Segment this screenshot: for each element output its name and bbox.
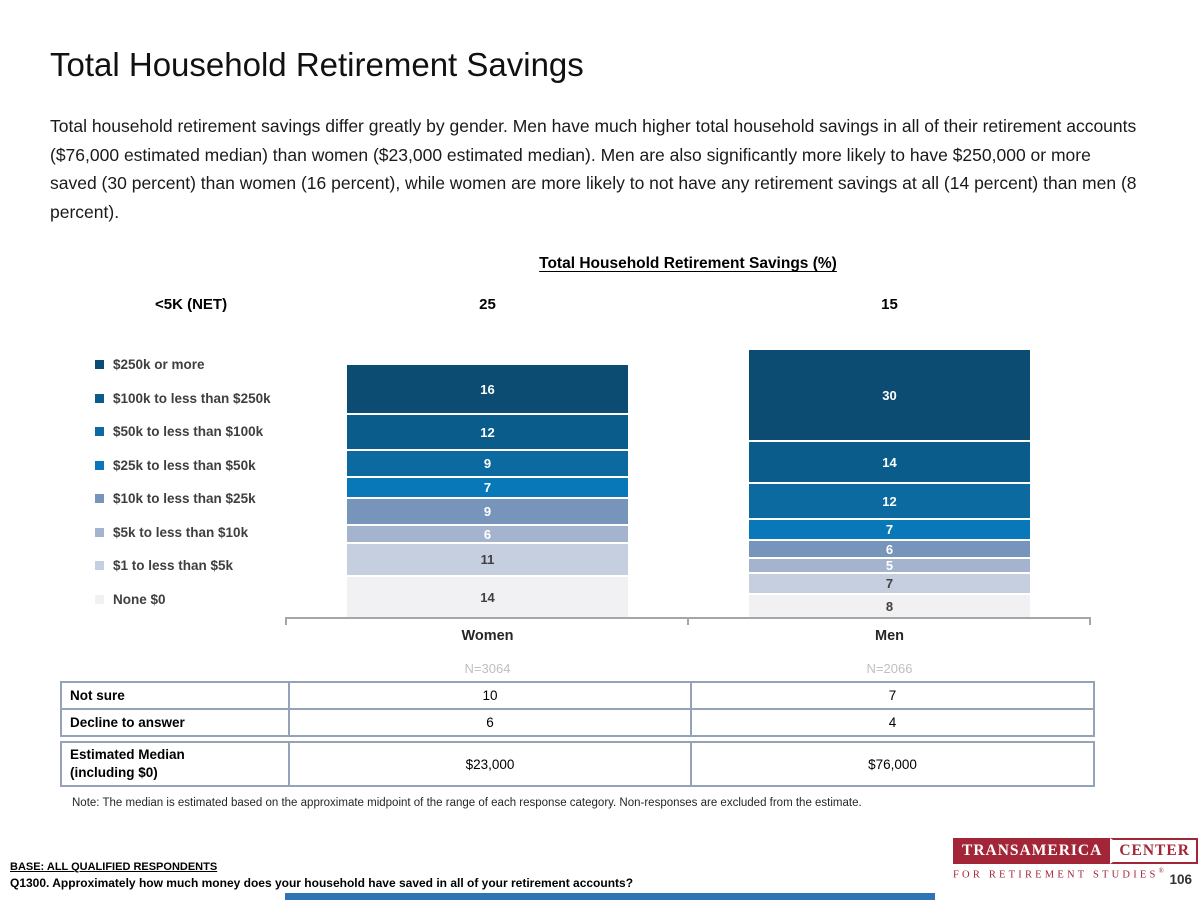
- table-row: Estimated Median (including $0) $23,000 …: [60, 741, 1095, 787]
- axis-tick-middle: [687, 617, 689, 625]
- median-label-line2: (including $0): [70, 765, 158, 780]
- legend-label: $250k or more: [113, 357, 205, 373]
- bar-segment: 7: [749, 518, 1030, 539]
- logo-subtitle: FOR RETIREMENT STUDIES®: [953, 867, 1168, 881]
- legend-swatch-icon: [95, 494, 104, 504]
- net-value-men: 15: [881, 296, 898, 313]
- bar-women: 16 12 9 7 9 6 11 14: [347, 365, 628, 617]
- page-title: Total Household Retirement Savings: [50, 46, 584, 83]
- legend-swatch-icon: [95, 561, 104, 571]
- bar-segment: 6: [749, 539, 1030, 557]
- bar-segment: 5: [749, 557, 1030, 572]
- row-value-men: 4: [690, 708, 1095, 737]
- bar-segment: 16: [347, 365, 628, 413]
- logo-center-box: CENTER: [1110, 838, 1198, 864]
- legend-item: $10k to less than $25k: [95, 482, 271, 516]
- footnote: Note: The median is estimated based on t…: [72, 797, 862, 809]
- row-label: Decline to answer: [60, 708, 290, 737]
- bar-segment: 7: [347, 476, 628, 497]
- bar-segment: 7: [749, 572, 1030, 593]
- legend-swatch-icon: [95, 527, 104, 537]
- median-row-label: Estimated Median (including $0): [60, 741, 290, 787]
- legend-label: $25k to less than $50k: [113, 457, 256, 473]
- sample-size-men: N=2066: [866, 661, 913, 676]
- row-value-men: 7: [690, 681, 1095, 710]
- legend-label: $1 to less than $5k: [113, 558, 234, 574]
- sample-size-women: N=3064: [464, 661, 511, 676]
- axis-tick-right: [1089, 617, 1091, 625]
- legend-item: $100k to less than $250k: [95, 382, 271, 416]
- logo-subtitle-text: FOR RETIREMENT STUDIES: [953, 869, 1159, 881]
- bar-segment: 30: [749, 350, 1030, 440]
- chart-legend: $250k or more $100k to less than $250k $50…: [95, 348, 271, 616]
- legend-label: $100k to less than $250k: [113, 390, 271, 406]
- bar-men: 30 14 12 7 6 5 7 8: [749, 350, 1030, 617]
- net-value-women: 25: [479, 296, 496, 313]
- page-number: 106: [1169, 872, 1192, 887]
- legend-label: $50k to less than $100k: [113, 424, 264, 440]
- legend-item: $250k or more: [95, 348, 271, 382]
- legend-label: $5k to less than $10k: [113, 524, 249, 540]
- bar-segment: 9: [347, 449, 628, 476]
- row-label: Not sure: [60, 681, 290, 710]
- row-value-women: 10: [288, 681, 692, 710]
- estimated-median-table: Estimated Median (including $0) $23,000 …: [60, 741, 1095, 787]
- legend-swatch-icon: [95, 360, 104, 370]
- median-value-women: $23,000: [288, 741, 692, 787]
- bar-segment: 9: [347, 497, 628, 524]
- legend-swatch-icon: [95, 460, 104, 470]
- axis-tick-left: [285, 617, 287, 625]
- legend-swatch-icon: [95, 594, 104, 604]
- median-value-men: $76,000: [690, 741, 1095, 787]
- bar-segment: 11: [347, 542, 628, 575]
- base-text: BASE: ALL QUALIFIED RESPONDENTS: [10, 861, 218, 873]
- bar-segment: 12: [749, 482, 1030, 518]
- category-label-women: Women: [461, 628, 514, 644]
- row-value-women: 6: [288, 708, 692, 737]
- legend-item: $5k to less than $10k: [95, 516, 271, 550]
- intro-paragraph: Total household retirement savings diffe…: [50, 116, 1137, 222]
- chart-title: Total Household Retirement Savings (%): [539, 255, 837, 272]
- bar-segment: 14: [749, 440, 1030, 482]
- legend-label: None $0: [113, 591, 166, 607]
- bottom-accent-bar: [285, 893, 935, 900]
- category-label-men: Men: [875, 628, 904, 644]
- logo-transamerica-box: TRANSAMERICA: [953, 838, 1111, 864]
- bar-segment: 8: [749, 593, 1030, 617]
- legend-swatch-icon: [95, 427, 104, 437]
- nonresponse-table-body: Not sure 10 7 Decline to answer 6 4: [60, 681, 1095, 737]
- nonresponse-table: Not sure 10 7 Decline to answer 6 4: [60, 681, 1095, 737]
- legend-swatch-icon: [95, 393, 104, 403]
- bar-segment: 12: [347, 413, 628, 449]
- bar-segment: 6: [347, 524, 628, 542]
- table-row: Not sure 10 7: [60, 681, 1095, 710]
- legend-item: $25k to less than $50k: [95, 449, 271, 483]
- question-text: Q1300. Approximately how much money does…: [10, 876, 634, 890]
- median-label-line1: Estimated Median: [70, 747, 185, 762]
- legend-item: None $0: [95, 583, 271, 617]
- table-row: Decline to answer 6 4: [60, 708, 1095, 737]
- bar-segment: 14: [347, 575, 628, 617]
- legend-item: $50k to less than $100k: [95, 415, 271, 449]
- logo-row: TRANSAMERICA CENTER: [953, 838, 1198, 864]
- legend-item: $1 to less than $5k: [95, 549, 271, 583]
- legend-label: $10k to less than $25k: [113, 491, 256, 507]
- registered-mark: ®: [1158, 867, 1164, 875]
- transamerica-logo: TRANSAMERICA CENTER FOR RETIREMENT STUDI…: [953, 838, 1198, 881]
- net-row-label: <5K (NET): [155, 296, 228, 313]
